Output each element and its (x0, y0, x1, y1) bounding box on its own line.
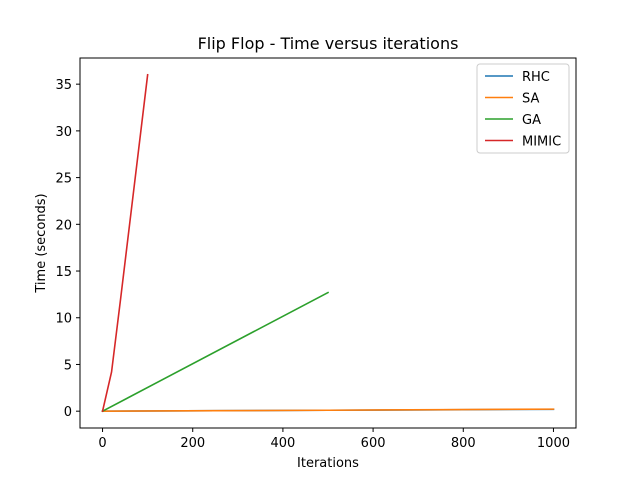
series-line-sa (101, 408, 555, 412)
y-tick-label: 0 (64, 405, 72, 420)
chart-title: Flip Flop - Time versus iterations (198, 34, 459, 53)
y-tick-label: 35 (55, 78, 72, 93)
x-tick-label: 1000 (537, 436, 570, 451)
y-tick-label: 15 (55, 265, 72, 280)
legend-label-ga: GA (522, 113, 541, 128)
x-axis-ticks: 0 200 400 600 800 1000 (98, 428, 570, 451)
legend: RHC SA GA MIMIC (476, 63, 570, 154)
y-tick-label: 25 (55, 172, 72, 187)
legend-label-sa: SA (522, 92, 539, 107)
y-tick-label: 10 (55, 312, 72, 327)
y-axis-label: Time (seconds) (34, 193, 49, 293)
x-tick-label: 600 (361, 436, 386, 451)
y-tick-label: 20 (55, 218, 72, 233)
x-axis-label: Iterations (297, 456, 359, 471)
y-axis-ticks: 0 5 10 15 20 25 30 35 (55, 78, 80, 420)
y-tick-label: 5 (64, 358, 72, 373)
y-tick-label: 30 (55, 125, 72, 140)
plot-frame (79, 57, 577, 429)
series-line-ga (101, 291, 330, 413)
x-tick-label: 400 (270, 436, 295, 451)
x-tick-label: 800 (451, 436, 476, 451)
legend-label-mimic: MIMIC (522, 135, 561, 150)
legend-box (476, 63, 570, 154)
x-tick-label: 200 (180, 436, 205, 451)
x-tick-label: 0 (98, 436, 106, 451)
plot-lines (101, 73, 555, 413)
legend-label-rhc: RHC (522, 70, 550, 85)
series-line-mimic (101, 73, 149, 413)
